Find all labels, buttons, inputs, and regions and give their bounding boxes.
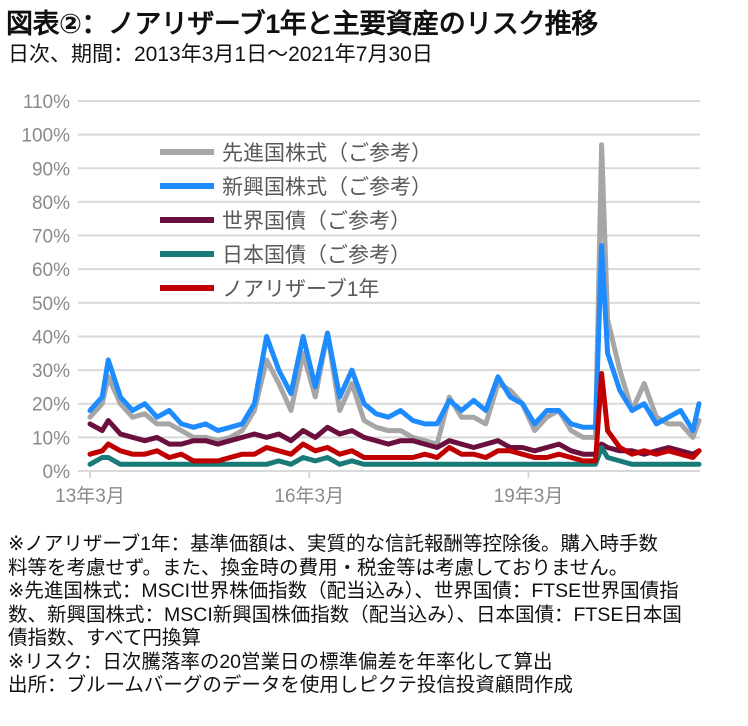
legend-label: 新興国株式（ご参考）	[222, 176, 432, 199]
chart-subtitle: 日次、期間：2013年3月1日～2021年7月30日	[8, 43, 433, 66]
footnote-line: 出所：ブルームバーグのデータを使用しピクテ投信投資顧問作成	[8, 674, 573, 696]
footnotes: ※ノアリザーブ1年：基準価額は、実質的な信託報酬等控除後。購入時手数 料等を考慮…	[8, 533, 748, 698]
y-tick-label: 40%	[32, 327, 70, 348]
legend-label: 日本国債（ご参考）	[222, 244, 411, 267]
legend-label: 世界国債（ご参考）	[222, 210, 411, 233]
y-tick-label: 20%	[32, 395, 70, 416]
y-tick-label: 110%	[23, 92, 70, 113]
chart-title: 図表②：ノアリザーブ1年と主要資産のリスク推移	[6, 9, 598, 39]
footnote-line: ※ノアリザーブ1年：基準価額は、実質的な信託報酬等控除後。購入時手数	[8, 533, 659, 555]
x-tick-label: 13年3月	[55, 485, 125, 507]
footnote-line: 債指数、すべて円換算	[8, 627, 201, 649]
y-tick-label: 100%	[21, 126, 70, 147]
series-line-0	[87, 142, 702, 447]
y-tick-label: 60%	[32, 260, 70, 281]
y-tick-label: 0%	[43, 462, 71, 483]
legend-label: ノアリザーブ1年	[222, 278, 379, 301]
footnote-line: 料等を考慮せず。また、換金時の費用・税金等は考慮しておりません。	[8, 556, 629, 579]
footnote-line: ※リスク：日次騰落率の20営業日の標準偏差を年率化して算出	[8, 650, 553, 673]
y-tick-label: 50%	[32, 294, 70, 315]
series-line-2	[87, 418, 702, 457]
x-tick-label: 19年3月	[494, 485, 564, 507]
footnote-line: ※先進国株式：MSCI世界株価指数（配当込み）、世界国債：FTSE世界国債指	[8, 580, 679, 602]
series-line-4	[87, 371, 702, 464]
y-tick-label: 30%	[32, 361, 70, 382]
legend-label: 先進国株式（ご参考）	[222, 142, 432, 165]
y-tick-label: 70%	[32, 227, 70, 248]
series-line-1	[87, 243, 702, 434]
series-line-3	[87, 445, 702, 467]
footnote-line: 数、新興国株式：MSCI新興国株価指数（配当込み）、日本国債：FTSE日本国	[8, 603, 682, 626]
y-tick-label: 80%	[32, 193, 70, 214]
y-tick-label: 90%	[32, 159, 70, 180]
y-tick-label: 10%	[32, 428, 70, 449]
risk-line-chart: 0% 10% 20% 30% 40% 50% 60% 70% 80% 90% 100% 110% 13年…	[21, 92, 702, 507]
x-tick-label: 16年3月	[274, 485, 344, 507]
